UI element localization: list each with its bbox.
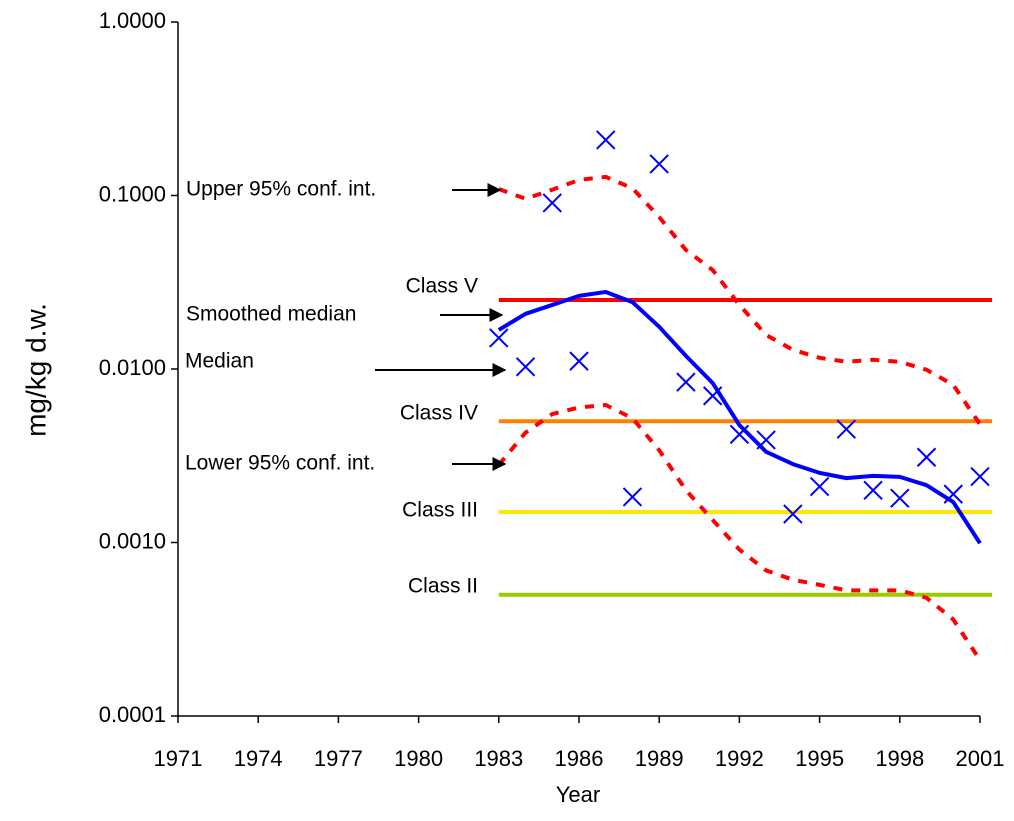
x-tick-label: 1992	[715, 746, 764, 771]
smoothed-line	[497, 289, 982, 545]
y-axis-label: mg/kg d.w.	[20, 303, 51, 437]
x-tick-label: 1995	[795, 746, 844, 771]
x-axis-label: Year	[556, 782, 600, 807]
median-marker	[702, 386, 723, 406]
median-marker	[676, 372, 696, 392]
median-marker	[756, 430, 776, 450]
x-tick-label: 1998	[875, 746, 924, 771]
median-marker	[596, 130, 616, 150]
threshold-label: Class V	[406, 275, 478, 298]
series-annotation: Lower 95% conf. int.	[185, 452, 375, 475]
y-tick-label: 0.1000	[99, 181, 166, 206]
median-marker	[515, 357, 536, 377]
x-tick-label: 1983	[474, 746, 523, 771]
y-tick-label: 0.0100	[99, 355, 166, 380]
median-marker	[649, 154, 669, 174]
median-marker	[622, 487, 643, 507]
x-tick-label: 1974	[234, 746, 283, 771]
median-marker	[863, 480, 883, 500]
series-annotation: Smoothed median	[186, 303, 356, 326]
ci-line	[497, 403, 982, 662]
x-tick-label: 1989	[635, 746, 684, 771]
median-marker	[569, 351, 589, 371]
median-marker	[809, 476, 830, 497]
threshold-label: Class III	[402, 499, 478, 522]
median-marker	[542, 193, 562, 213]
median-marker	[783, 504, 803, 524]
median-marker	[943, 484, 963, 504]
x-tick-label: 2001	[956, 746, 1005, 771]
median-marker	[890, 488, 910, 508]
x-tick-label: 1986	[555, 746, 604, 771]
threshold-label: Class II	[408, 575, 478, 598]
median-marker	[489, 328, 509, 348]
y-tick-label: 0.0001	[99, 702, 166, 727]
x-tick-label: 1980	[394, 746, 443, 771]
x-tick-label: 1971	[154, 746, 203, 771]
median-marker	[916, 447, 937, 467]
series-annotation: Median	[185, 350, 254, 373]
x-tick-label: 1977	[314, 746, 363, 771]
median-marker	[970, 466, 990, 487]
y-tick-label: 0.0010	[99, 528, 166, 553]
series-annotation: Upper 95% conf. int.	[186, 178, 376, 201]
median-marker	[729, 424, 750, 445]
threshold-label: Class IV	[400, 402, 478, 425]
median-marker	[836, 419, 857, 439]
y-tick-label: 1.0000	[99, 8, 166, 33]
